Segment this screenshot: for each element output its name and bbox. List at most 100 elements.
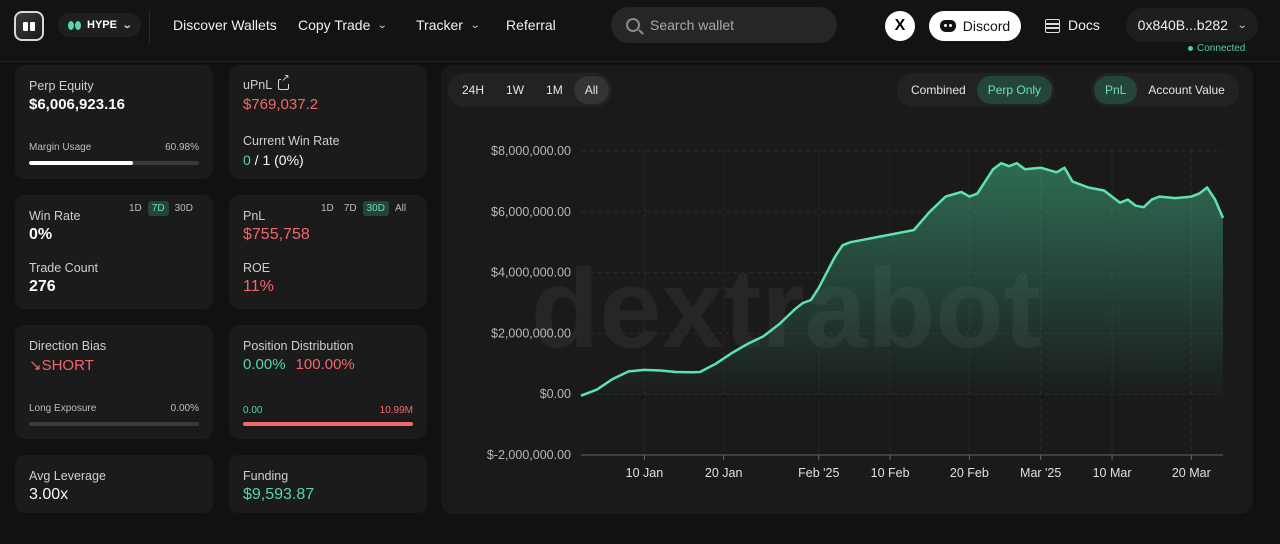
- hype-icon: [68, 20, 81, 30]
- direction-bias-card: Direction Bias ↘SHORT Long Exposure 0.00…: [15, 325, 213, 439]
- upnl-label-wrap: uPnL: [243, 74, 290, 92]
- docs-link[interactable]: Docs: [1045, 17, 1100, 33]
- nav-discover-wallets[interactable]: Discover Wallets: [173, 17, 277, 33]
- upnl-label: uPnL: [243, 78, 273, 92]
- current-winrate-value: 0 / 1 (0%): [243, 152, 304, 168]
- period-all[interactable]: All: [394, 203, 407, 214]
- x-tick-label: 20 Jan: [705, 466, 743, 480]
- position-distribution-bar: [243, 422, 413, 426]
- x-axis: 10 Jan 20 Jan Feb '25 10 Feb 20 Feb Mar '25 10…: [626, 455, 1211, 480]
- discord-label: Discord: [962, 18, 1011, 34]
- chevron-down-icon: ⌄: [121, 19, 133, 31]
- connection-label: Connected: [1197, 43, 1246, 54]
- period-1d[interactable]: 1D: [129, 203, 142, 214]
- winrate-value: 0%: [29, 226, 53, 243]
- margin-usage-fill: [29, 161, 133, 165]
- layers-icon: [1045, 18, 1060, 33]
- y-axis: $8,000,000.00 $6,000,000.00 $4,000,000.00 $…: [487, 144, 571, 462]
- discord-icon: [939, 20, 956, 32]
- nav-link-label: Discover Wallets: [173, 17, 277, 33]
- roe-label: ROE: [243, 261, 271, 275]
- perp-equity-label: Perp Equity: [29, 79, 94, 93]
- funding-label: Funding: [243, 469, 289, 483]
- nav-copy-trade[interactable]: Copy Trade ⌄: [298, 17, 389, 33]
- avg-leverage-card: Avg Leverage 3.00x: [15, 455, 213, 513]
- avg-leverage-label: Avg Leverage: [29, 469, 106, 483]
- chevron-down-icon: ⌄: [469, 19, 481, 31]
- period-30d[interactable]: 30D: [362, 201, 389, 216]
- chevron-down-icon: ⌄: [377, 19, 389, 31]
- upnl-card: uPnL $769,037.2 Current Win Rate 0 / 1 (…: [229, 65, 427, 179]
- search-input[interactable]: [650, 17, 820, 33]
- period-7d[interactable]: 7D: [147, 201, 169, 216]
- metric-selector: PnL Account Value: [1091, 73, 1239, 107]
- mode-combined[interactable]: Combined: [911, 83, 966, 97]
- x-tick-label: Feb '25: [798, 466, 839, 480]
- margin-usage-label: Margin Usage: [29, 142, 92, 153]
- range-all[interactable]: All: [573, 76, 610, 104]
- x-icon: X: [894, 17, 906, 34]
- long-pct: 0.00%: [243, 356, 286, 373]
- x-tick-label: 20 Mar: [1172, 466, 1211, 480]
- range-24h[interactable]: 24H: [462, 83, 485, 97]
- period-30d[interactable]: 30D: [174, 203, 193, 214]
- trade-count-value: 276: [29, 278, 56, 295]
- range-1m[interactable]: 1M: [546, 83, 563, 97]
- y-tick-label: $2,000,000.00: [491, 326, 571, 340]
- long-exposure-value: 0.00%: [170, 403, 199, 414]
- winrate-card: Win Rate 0% 1D 7D 30D Trade Count 276: [15, 195, 213, 309]
- short-amount: 10.99M: [379, 405, 413, 416]
- wallet-button[interactable]: 0x840B...b282 ⌄: [1126, 8, 1258, 42]
- pnl-value: $755,758: [243, 226, 310, 243]
- app-logo-icon[interactable]: [14, 11, 44, 41]
- chevron-down-icon: ⌄: [1236, 19, 1248, 31]
- time-range-selector: 24H 1W 1M All: [448, 73, 613, 107]
- winrate-label: Win Rate: [29, 209, 81, 223]
- upnl-value: $769,037.2: [243, 96, 319, 113]
- y-tick-label: $6,000,000.00: [491, 205, 571, 219]
- nav-link-label: Tracker: [416, 17, 463, 33]
- metric-pnl[interactable]: PnL: [1094, 76, 1138, 104]
- short-pct: 100.00%: [295, 356, 355, 373]
- discord-button[interactable]: Discord: [929, 11, 1021, 41]
- docs-label: Docs: [1068, 17, 1100, 33]
- chain-selector[interactable]: HYPE ⌄: [58, 13, 142, 37]
- position-pcts: 0.00% 100.00%: [243, 356, 355, 373]
- x-tick-label: 10 Mar: [1093, 466, 1132, 480]
- range-1w[interactable]: 1W: [506, 83, 525, 97]
- x-tick-label: Mar '25: [1020, 466, 1061, 480]
- x-tick-label: 10 Jan: [626, 466, 664, 480]
- x-social-button[interactable]: X: [885, 11, 915, 41]
- position-distribution-label: Position Distribution: [243, 339, 354, 353]
- margin-usage-bar: [29, 161, 199, 165]
- y-tick-label: $8,000,000.00: [491, 144, 571, 158]
- pnl-label: PnL: [243, 209, 266, 223]
- status-dot-icon: [1188, 46, 1193, 51]
- winrate-period-toggle: 1D 7D 30D: [125, 201, 197, 216]
- connection-status: Connected: [1188, 43, 1245, 54]
- chain-label: HYPE: [87, 19, 117, 31]
- trade-count-label: Trade Count: [29, 261, 99, 275]
- search-bar[interactable]: [611, 7, 837, 43]
- metric-account-value[interactable]: Account Value: [1148, 83, 1225, 97]
- pnl-period-toggle: 1D 7D 30D All: [317, 201, 410, 216]
- nav-divider: [149, 10, 150, 44]
- external-link-icon[interactable]: [278, 74, 290, 90]
- avg-leverage-value: 3.00x: [29, 486, 69, 503]
- long-exposure-label: Long Exposure: [29, 403, 97, 414]
- period-1d[interactable]: 1D: [321, 203, 334, 214]
- y-tick-label: $4,000,000.00: [491, 266, 571, 280]
- direction-bias-label: Direction Bias: [29, 339, 107, 353]
- period-7d[interactable]: 7D: [343, 203, 357, 214]
- nav-tracker[interactable]: Tracker ⌄: [416, 17, 481, 33]
- pnl-area-fill: [581, 163, 1223, 396]
- y-tick-label: $-2,000,000.00: [487, 448, 571, 462]
- pnl-chart[interactable]: dextrabot $8,000,000.00$6,000,000.00$4,0…: [441, 65, 1253, 514]
- wallet-address: 0x840B...b282: [1137, 17, 1228, 33]
- current-winrate-wins: 0: [243, 152, 251, 168]
- pnl-card: PnL $755,758 1D 7D 30D All ROE 11%: [229, 195, 427, 309]
- current-winrate-label: Current Win Rate: [243, 134, 340, 148]
- mode-perp-only[interactable]: Perp Only: [976, 76, 1053, 104]
- current-winrate-rest: / 1 (0%): [250, 152, 304, 168]
- nav-referral[interactable]: Referral: [506, 17, 556, 33]
